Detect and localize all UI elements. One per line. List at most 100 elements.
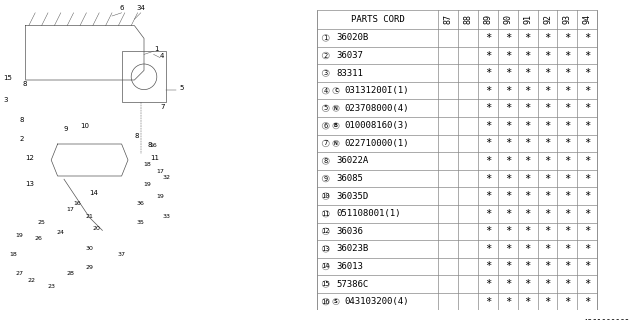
Text: *: * [505, 51, 511, 60]
Text: 21: 21 [86, 214, 93, 219]
Text: N: N [334, 141, 338, 146]
Text: *: * [545, 33, 550, 43]
Text: *: * [505, 297, 511, 307]
Text: 9: 9 [324, 176, 328, 181]
Text: *: * [584, 279, 590, 289]
Text: 36085: 36085 [336, 174, 363, 183]
Text: *: * [505, 191, 511, 201]
Text: *: * [564, 244, 570, 254]
Text: *: * [564, 226, 570, 236]
Text: *: * [584, 68, 590, 78]
Text: 29: 29 [86, 265, 93, 270]
Text: *: * [505, 279, 511, 289]
Text: *: * [525, 261, 531, 271]
Text: 043103200(4): 043103200(4) [344, 297, 408, 306]
Text: 9: 9 [64, 126, 68, 132]
Text: 35: 35 [137, 220, 145, 225]
Text: *: * [564, 297, 570, 307]
Text: *: * [525, 121, 531, 131]
Text: *: * [525, 86, 531, 96]
Text: PARTS CORD: PARTS CORD [351, 15, 404, 24]
Text: *: * [485, 191, 491, 201]
Text: *: * [525, 191, 531, 201]
Text: 16: 16 [321, 299, 330, 305]
Text: *: * [545, 279, 550, 289]
Text: 83311: 83311 [336, 68, 363, 77]
Text: 36023B: 36023B [336, 244, 368, 253]
Text: N: N [334, 106, 338, 111]
Text: *: * [505, 226, 511, 236]
Text: 15: 15 [321, 281, 330, 287]
Text: A361000069: A361000069 [584, 319, 630, 320]
Text: 12: 12 [26, 155, 35, 161]
Text: 13: 13 [321, 246, 330, 252]
Text: *: * [584, 103, 590, 113]
Text: 23: 23 [47, 284, 55, 289]
Text: *: * [505, 33, 511, 43]
Text: 2: 2 [324, 52, 328, 59]
Text: 8: 8 [134, 132, 139, 139]
Text: *: * [485, 156, 491, 166]
Text: 10: 10 [80, 123, 89, 129]
Text: 8: 8 [19, 116, 24, 123]
Text: *: * [584, 261, 590, 271]
Text: *: * [485, 244, 491, 254]
Text: *: * [505, 68, 511, 78]
Text: 12: 12 [321, 228, 330, 234]
Text: 32: 32 [163, 175, 170, 180]
Text: *: * [505, 173, 511, 184]
Text: *: * [525, 279, 531, 289]
Text: 27: 27 [15, 271, 23, 276]
Text: 33: 33 [163, 214, 170, 219]
Text: *: * [564, 139, 570, 148]
Text: *: * [525, 68, 531, 78]
Text: *: * [505, 121, 511, 131]
Text: *: * [584, 51, 590, 60]
Text: *: * [564, 33, 570, 43]
Text: C: C [334, 88, 338, 93]
Text: 4: 4 [160, 52, 164, 59]
Text: *: * [564, 51, 570, 60]
Text: *: * [584, 139, 590, 148]
Text: 5: 5 [324, 105, 328, 111]
Text: 36035D: 36035D [336, 192, 368, 201]
Text: 16: 16 [150, 143, 157, 148]
Text: 6: 6 [119, 4, 124, 11]
Text: 37: 37 [118, 252, 125, 257]
Text: *: * [584, 86, 590, 96]
Text: *: * [485, 139, 491, 148]
Text: 36013: 36013 [336, 262, 363, 271]
Text: 19: 19 [15, 233, 23, 238]
Text: *: * [564, 86, 570, 96]
Text: 26: 26 [35, 236, 42, 241]
Text: 8: 8 [22, 81, 27, 87]
Text: 20: 20 [92, 227, 100, 231]
Text: 34: 34 [136, 4, 145, 11]
Text: 10: 10 [321, 193, 330, 199]
Text: 11: 11 [150, 155, 159, 161]
Text: 03131200I(1): 03131200I(1) [344, 86, 408, 95]
Text: *: * [525, 173, 531, 184]
Text: 15: 15 [3, 75, 12, 81]
Text: 36: 36 [137, 201, 145, 206]
Text: *: * [485, 261, 491, 271]
Text: *: * [564, 279, 570, 289]
Text: 57386C: 57386C [336, 280, 368, 289]
Text: *: * [525, 156, 531, 166]
Text: *: * [485, 121, 491, 131]
Text: *: * [564, 191, 570, 201]
Text: 36036: 36036 [336, 227, 363, 236]
Text: *: * [545, 191, 550, 201]
Text: *: * [525, 51, 531, 60]
Text: 1: 1 [154, 46, 159, 52]
Text: 17: 17 [67, 207, 74, 212]
Text: 94: 94 [582, 14, 592, 24]
Text: 14: 14 [321, 263, 330, 269]
Text: 18: 18 [9, 252, 17, 257]
Text: 36037: 36037 [336, 51, 363, 60]
Text: 93: 93 [563, 14, 572, 24]
Text: *: * [564, 68, 570, 78]
Text: 010008160(3): 010008160(3) [344, 121, 408, 130]
Text: 1: 1 [324, 35, 328, 41]
Text: *: * [505, 139, 511, 148]
